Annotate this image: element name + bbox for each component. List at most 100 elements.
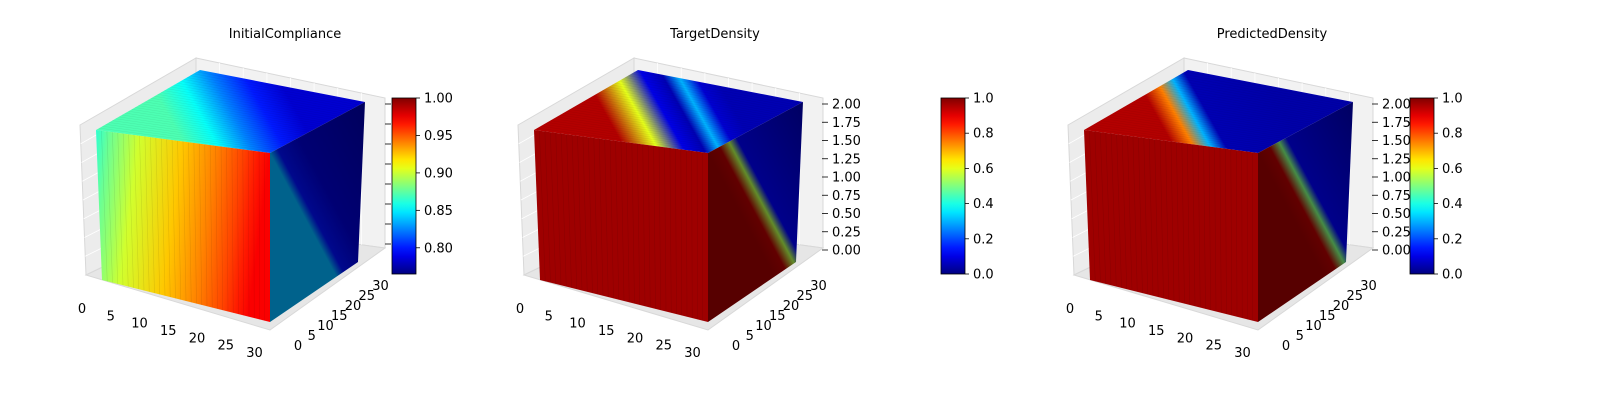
voxel-line <box>134 107 306 135</box>
voxel-line <box>1192 144 1196 307</box>
z-tick-label: 2.00 <box>832 98 861 113</box>
colorbar <box>391 97 417 275</box>
voxel-line <box>237 148 239 315</box>
voxel-line <box>112 132 119 284</box>
voxel-line <box>1090 126 1264 151</box>
voxel-line <box>604 139 609 298</box>
voxel-line <box>1161 84 1330 115</box>
y-tick-label: 20 <box>345 299 362 314</box>
voxel-line <box>539 130 546 282</box>
colorbar <box>1409 97 1435 275</box>
chart-title: PredictedDensity <box>1217 27 1328 42</box>
voxel-line <box>647 145 651 308</box>
right-face <box>708 102 803 322</box>
voxel-line <box>615 140 620 300</box>
voxel-line <box>122 133 129 287</box>
voxel-line <box>598 92 768 122</box>
voxel-line <box>157 94 327 123</box>
voxel-line <box>186 77 354 109</box>
colorbar-tick-label: 0.4 <box>1442 197 1463 212</box>
voxel-line <box>170 86 339 117</box>
voxel-line <box>154 96 324 125</box>
z-tick-label: 0.00 <box>1382 244 1411 259</box>
voxel-line <box>566 134 572 288</box>
front-face <box>96 130 270 322</box>
y-tick-label: 30 <box>1360 279 1377 294</box>
voxel-line <box>1154 139 1159 298</box>
voxel-line <box>141 103 312 131</box>
x-tick-label: 5 <box>1095 309 1103 324</box>
x-tick-label: 15 <box>160 324 177 339</box>
x-tick-label: 10 <box>569 317 586 332</box>
voxel-line <box>220 146 224 311</box>
y-tick-label: 5 <box>308 329 316 344</box>
voxel-line <box>115 118 288 144</box>
x-tick-label: 20 <box>627 331 644 346</box>
voxel-line <box>618 81 786 112</box>
voxel-line <box>125 112 297 139</box>
voxel-line <box>138 105 309 133</box>
voxel-line <box>1132 136 1138 292</box>
voxel-line <box>1148 138 1154 296</box>
voxel-line <box>171 140 176 299</box>
voxel-line <box>144 136 150 292</box>
z-tick-label: 1.75 <box>832 116 861 131</box>
voxel-line <box>204 144 208 307</box>
colorbar-tick-label: 0.6 <box>1442 162 1463 177</box>
z-tick-label: 1.75 <box>1382 116 1411 131</box>
voxel-line <box>131 109 303 136</box>
voxel-line <box>199 143 203 305</box>
z-tick-label: 0.50 <box>832 207 861 222</box>
voxel-line <box>669 147 672 313</box>
voxel-line <box>231 147 234 313</box>
colorbar <box>940 97 966 275</box>
voxel-line <box>1197 145 1201 308</box>
voxel-line <box>553 118 726 144</box>
chart-title: TargetDensity <box>669 27 760 42</box>
top-face <box>534 70 803 153</box>
voxel-line <box>628 75 795 108</box>
voxel-line <box>576 105 747 133</box>
voxel-line <box>1132 101 1303 130</box>
voxel-line <box>1106 116 1279 143</box>
voxel-line <box>1087 127 1262 152</box>
voxel-line <box>1113 112 1285 139</box>
voxel-line <box>147 99 318 128</box>
voxel-line <box>658 146 662 311</box>
voxel-line <box>595 94 765 123</box>
z-tick-label: 0.25 <box>832 225 861 240</box>
front-face <box>1084 130 1258 322</box>
voxel-line <box>598 138 604 296</box>
x-tick-label: 5 <box>545 309 553 324</box>
x-tick-label: 30 <box>684 346 701 361</box>
voxel-line <box>193 73 360 106</box>
voxel-line <box>105 124 279 149</box>
voxel-line <box>1187 143 1191 305</box>
y-tick-label: 25 <box>358 289 375 304</box>
colorbar-tick-label: 1.00 <box>424 92 453 107</box>
y-tick-label: 5 <box>746 329 754 344</box>
x-tick-label: 25 <box>655 339 672 354</box>
voxel-line <box>546 122 720 147</box>
voxel-line <box>626 142 630 303</box>
voxel-line <box>653 145 656 309</box>
voxel-line <box>621 79 789 111</box>
voxel-line <box>247 150 250 317</box>
y-tick-label: 20 <box>1333 299 1350 314</box>
voxel-line <box>602 90 771 120</box>
voxel-line <box>1121 135 1128 290</box>
voxel-line <box>540 126 714 151</box>
voxel-line <box>1168 81 1336 112</box>
voxel-line <box>128 134 134 288</box>
x-tick-label: 20 <box>189 331 206 346</box>
y-tick-label: 25 <box>1346 289 1363 304</box>
voxel-line <box>160 92 330 122</box>
voxel-line <box>550 132 557 284</box>
voxel-line <box>609 140 614 299</box>
x-tick-label: 15 <box>1148 324 1165 339</box>
voxel-line <box>242 149 245 316</box>
voxel-line <box>1103 118 1276 144</box>
voxel-line <box>1181 73 1348 106</box>
voxel-line <box>1094 131 1101 283</box>
